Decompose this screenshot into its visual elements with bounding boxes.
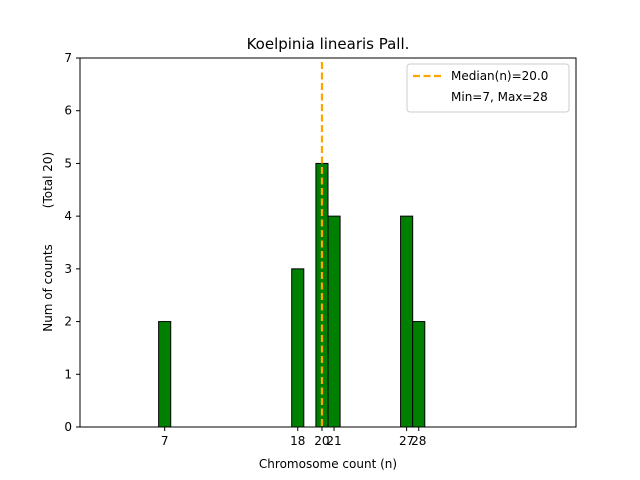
x-tick-label-27: 27 [399,434,414,448]
y-axis-label: Num of counts [41,244,55,332]
x-tick-label-7: 7 [161,434,169,448]
y-axis-total-label: (Total 20) [41,152,55,208]
y-tick-label-7: 7 [64,51,72,65]
y-tick-label-5: 5 [64,156,72,170]
axes-frame [79,57,577,428]
y-tick-label-3: 3 [64,262,72,276]
y-tick-label-0: 0 [64,420,72,434]
bar-n18 [291,268,305,428]
x-axis-label: Chromosome count (n) [259,457,397,471]
x-tick-label-18: 18 [290,434,305,448]
y-tick-label-1: 1 [64,367,72,381]
bar-n7 [158,321,172,428]
legend-box [406,63,570,113]
bar-n21 [327,215,341,428]
plot-area [79,57,577,428]
legend-median-label: Median(n)=20.0 [451,69,548,83]
y-tick-label-6: 6 [64,104,72,118]
bar-n28 [412,321,426,428]
legend: Median(n)=20.0 Min=7, Max=28 [406,63,570,113]
y-axis-ticks: 0 1 2 3 4 5 6 7 [64,51,80,434]
x-tick-label-28: 28 [411,434,426,448]
y-tick-label-4: 4 [64,209,72,223]
x-tick-label-21: 21 [326,434,341,448]
y-tick-label-2: 2 [64,315,72,329]
bar-n27 [400,215,414,428]
chart-title: Koelpinia linearis Pall. [247,35,410,53]
bars [158,162,426,428]
legend-range-label: Min=7, Max=28 [451,90,548,104]
x-tick-label-20: 20 [314,434,329,448]
